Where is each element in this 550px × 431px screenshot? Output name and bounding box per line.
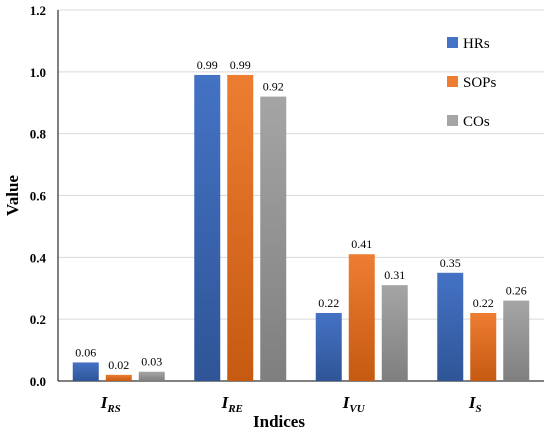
data-label: 0.02 [108,358,129,372]
data-label: 0.35 [440,256,461,270]
y-tick-label: 0.4 [30,250,47,265]
y-axis-title: Value [3,175,22,216]
bar-cos [260,96,287,382]
bar-sops [105,374,132,381]
x-category-label: IRS [100,393,121,415]
x-category-label: IS [468,393,482,415]
bar-cos [138,371,165,381]
bar-hrs [72,362,99,381]
data-label: 0.41 [351,237,372,251]
bar-sops [227,74,254,382]
y-tick-label: 0.8 [30,127,47,142]
legend-swatch-sops [447,76,458,87]
legend-swatch-cos [447,115,458,126]
legend-label: COs [463,114,490,130]
data-label: 0.26 [506,284,527,298]
bars [72,74,530,382]
gridlines [58,9,544,320]
y-tick-label: 0.2 [30,312,46,327]
legend-label: SOPs [463,75,497,91]
data-label: 0.06 [75,345,96,359]
data-label: 0.92 [263,80,284,94]
bar-cos [503,300,530,381]
y-tick-label: 1.2 [30,3,46,18]
bar-cos [381,285,408,381]
bar-hrs [437,272,464,381]
data-label: 0.99 [230,58,251,72]
data-labels: 0.06 0.02 0.03 0.99 0.99 0.92 0.22 0.41 0.31 0.35… [75,58,527,372]
data-label: 0.99 [197,58,218,72]
y-axis-ticks: 0.0 0.2 0.4 0.6 0.8 1.0 1.2 [30,3,47,389]
x-category-label: IVU [342,393,366,415]
bar-sops [348,254,375,381]
y-tick-label: 0.6 [30,189,47,204]
x-axis-categories: IRS IRE IVU IS [100,393,482,415]
data-label: 0.03 [141,355,162,369]
legend-swatch-hrs [447,37,458,48]
data-label: 0.31 [384,268,405,282]
data-label: 0.22 [318,296,339,310]
x-axis-title: Indices [253,412,305,431]
x-category-label: IRE [221,393,243,415]
legend: HRs SOPs COs [447,36,497,130]
bar-hrs [315,312,342,381]
bar-sops [470,312,497,381]
y-tick-label: 1.0 [30,65,46,80]
y-tick-label: 0.0 [30,374,46,389]
bar-hrs [194,74,221,382]
legend-label: HRs [463,36,490,52]
data-label: 0.22 [473,296,494,310]
